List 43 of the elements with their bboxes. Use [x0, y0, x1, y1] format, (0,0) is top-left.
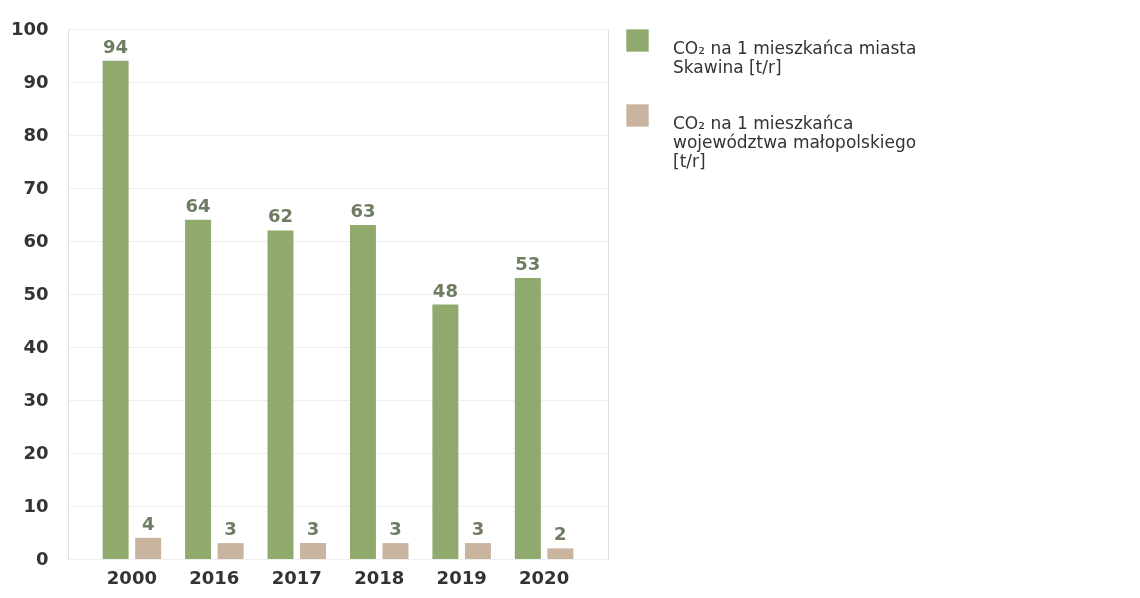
y-tick-label: 100 [10, 17, 49, 39]
data-label: 3 [471, 518, 485, 540]
data-label: 4 [141, 512, 155, 534]
data-label: 62 [267, 205, 294, 227]
bar [432, 304, 459, 559]
y-tick-label: 0 [35, 547, 49, 569]
data-label: 3 [306, 518, 320, 540]
y-tick-label: 80 [23, 123, 49, 145]
data-label: 64 [185, 194, 211, 216]
data-label: 3 [224, 518, 237, 540]
bar [464, 543, 491, 559]
data-label: 94 [103, 35, 129, 57]
bar [547, 548, 574, 559]
y-tick-label: 70 [23, 176, 49, 198]
bar [267, 230, 294, 559]
data-label: 63 [350, 200, 376, 222]
y-tick-label: 90 [23, 70, 49, 92]
data-label: 48 [432, 279, 458, 301]
y-tick-label: 10 [23, 494, 49, 516]
x-tick-label: 2017 [271, 566, 322, 588]
bar [300, 543, 327, 559]
bar [514, 278, 541, 559]
data-label: 3 [389, 518, 402, 540]
y-tick-label: 50 [23, 282, 49, 304]
x-tick-label: 2016 [189, 566, 240, 588]
y-tick-label: 30 [23, 388, 49, 410]
bar [382, 543, 409, 559]
y-tick-label: 60 [23, 229, 49, 251]
x-tick-label: 2018 [354, 566, 405, 588]
bar [185, 219, 212, 559]
x-tick-label: 2000 [106, 566, 157, 588]
x-tick-label: 2020 [519, 566, 570, 588]
data-label: 2 [554, 523, 567, 545]
bar [349, 225, 376, 559]
y-tick-label: 40 [23, 335, 49, 357]
legend-label: CO₂ na 1 mieszkańca województwa małopolskiego [t/r] [673, 112, 917, 171]
bar [217, 543, 244, 559]
legend-label: CO₂ na 1 mieszkańca miasta Skawina [t/r] [673, 37, 917, 77]
y-tick-label: 20 [23, 441, 49, 463]
bar [102, 60, 129, 559]
x-tick-label: 2019 [436, 566, 487, 588]
data-label: 53 [515, 253, 541, 275]
bar [135, 537, 162, 559]
